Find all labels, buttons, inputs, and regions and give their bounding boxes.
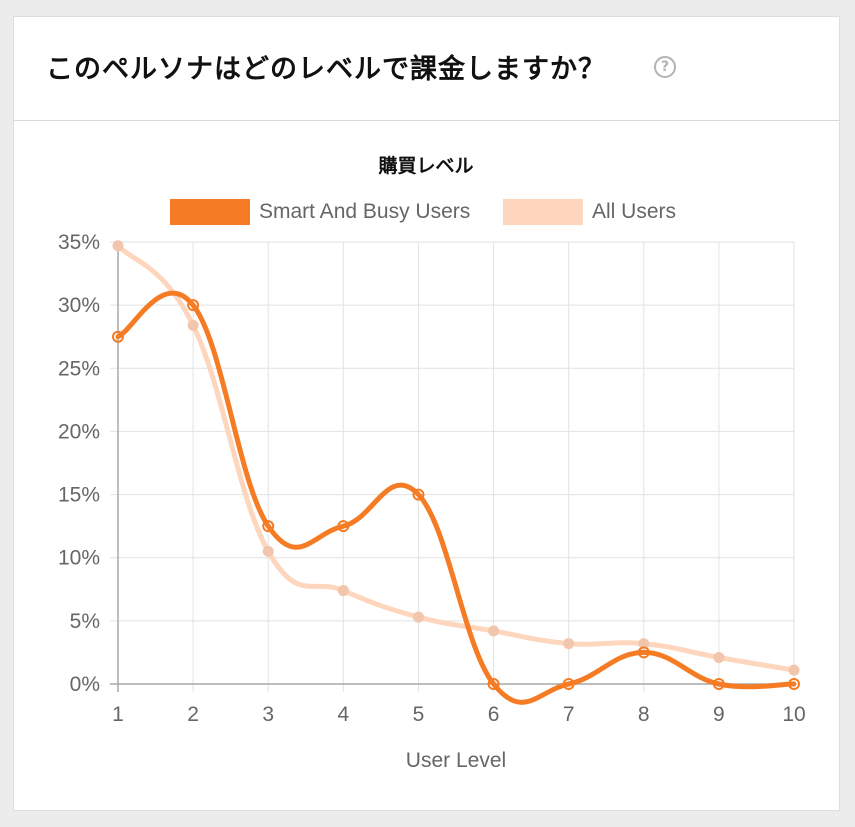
y-tick-label: 15% [58, 484, 100, 507]
series-1-point [562, 678, 575, 690]
series-2-point [187, 319, 199, 331]
series-1-point [487, 678, 500, 690]
series-line-1 [115, 290, 797, 705]
series-1-point [187, 299, 200, 312]
series-2-point [488, 625, 500, 637]
series-2-point [412, 611, 424, 623]
series-2-point [713, 651, 725, 663]
y-tick-label: 30% [58, 294, 100, 317]
question-circle-icon[interactable]: ? [654, 56, 676, 78]
series-line-2 [115, 243, 797, 673]
y-tick-label: 0% [70, 673, 100, 696]
x-tick-label: 7 [563, 703, 575, 726]
x-tick-label: 3 [262, 703, 274, 726]
series-2-point [337, 585, 349, 597]
y-tick-label: 25% [58, 357, 100, 380]
x-tick-label: 10 [782, 703, 805, 726]
x-tick-label: 8 [638, 703, 650, 726]
legend-swatch-2 [503, 199, 583, 225]
y-tick-label: 20% [58, 420, 100, 443]
card-header: このペルソナはどのレベルで課金しますか？ ? [14, 17, 839, 121]
series-2-point [563, 638, 575, 650]
legend-swatch-1 [170, 199, 250, 225]
card-title: このペルソナはどのレベルで課金しますか？ [46, 54, 606, 85]
x-tick-label: 1 [112, 703, 124, 726]
x-axis-title: User Level [406, 749, 506, 772]
chart-title: 購買レベル [378, 154, 473, 177]
chart-card: このペルソナはどのレベルで課金しますか？ ? [13, 16, 840, 811]
series-2-point [112, 240, 124, 252]
series-1-point [788, 678, 800, 690]
x-tick-label: 2 [187, 703, 199, 726]
series-1-point [337, 520, 350, 533]
x-tick-label: 4 [337, 703, 349, 726]
series-1-point [112, 330, 124, 343]
y-tick-label: 10% [58, 547, 100, 570]
legend-label-2: All Users [592, 200, 676, 223]
x-tick-label: 6 [488, 703, 500, 726]
series-2-point [262, 545, 274, 557]
x-tick-label: 5 [413, 703, 425, 726]
series-2-point [638, 638, 650, 650]
x-tick-label: 9 [713, 703, 725, 726]
series-1-point [262, 520, 275, 533]
y-tick-label: 35% [58, 231, 100, 254]
series-1-point [712, 678, 725, 690]
y-tick-label: 5% [70, 610, 100, 633]
series-1-point [637, 646, 650, 659]
legend-label-1: Smart And Busy Users [259, 200, 470, 223]
series-2-point [788, 664, 800, 676]
series-1-point [412, 488, 425, 501]
